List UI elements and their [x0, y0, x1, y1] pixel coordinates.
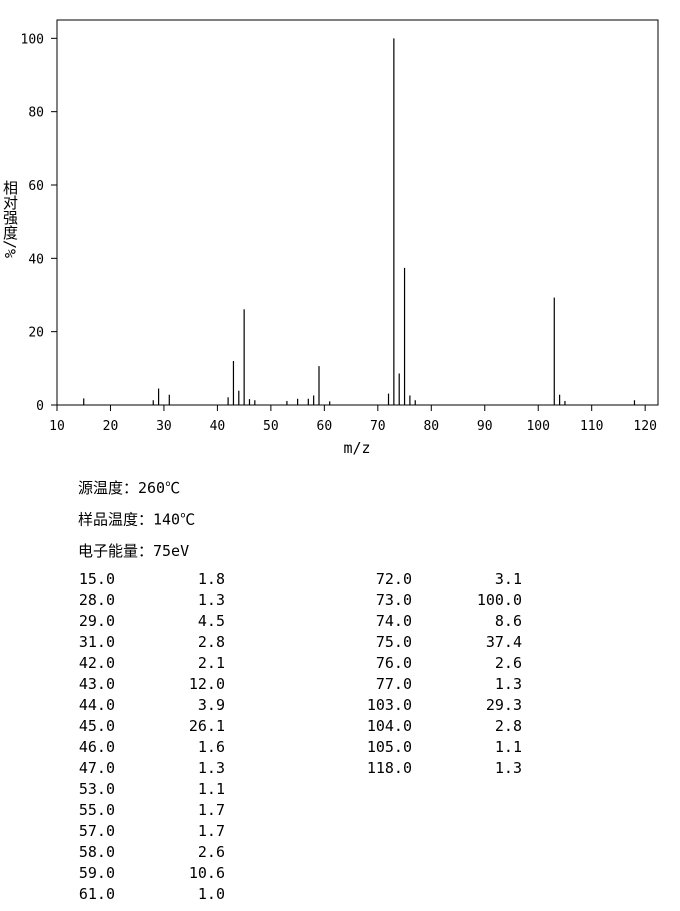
- y-tick-label: 40: [28, 252, 44, 267]
- intensity-cell: 1.8: [198, 570, 225, 588]
- intensity-cell: 2.6: [495, 654, 522, 672]
- mz-cell: 74.0: [376, 612, 412, 630]
- x-tick-label: 30: [156, 419, 172, 434]
- mz-cell: 118.0: [367, 759, 412, 777]
- x-tick-label: 80: [423, 419, 439, 434]
- x-tick-label: 40: [210, 419, 226, 434]
- y-tick-label: 100: [21, 32, 44, 47]
- x-tick-label: 70: [370, 419, 386, 434]
- intensity-cell: 1.3: [198, 759, 225, 777]
- intensity-cell: 1.7: [198, 801, 225, 819]
- intensity-cell: 10.6: [189, 864, 225, 882]
- mz-cell: 59.0: [79, 864, 115, 882]
- intensity-cell: 1.1: [198, 780, 225, 798]
- intensity-cell: 3.1: [495, 570, 522, 588]
- mz-cell: 46.0: [79, 738, 115, 756]
- y-tick-label: 20: [28, 326, 44, 341]
- intensity-cell: 1.3: [495, 759, 522, 777]
- mz-cell: 73.0: [376, 591, 412, 609]
- intensity-cell: 1.3: [495, 675, 522, 693]
- intensity-cell: 3.9: [198, 696, 225, 714]
- info-line: 样品温度：140℃: [78, 511, 195, 529]
- x-tick-label: 60: [317, 419, 333, 434]
- x-tick-label: 110: [580, 419, 603, 434]
- y-tick-label: 80: [28, 106, 44, 121]
- y-tick-label: 60: [28, 179, 44, 194]
- x-tick-label: 10: [49, 419, 65, 434]
- mz-cell: 29.0: [79, 612, 115, 630]
- mz-cell: 55.0: [79, 801, 115, 819]
- x-axis-label: m/z: [343, 439, 370, 457]
- mz-cell: 58.0: [79, 843, 115, 861]
- x-tick-label: 20: [103, 419, 119, 434]
- mz-cell: 42.0: [79, 654, 115, 672]
- intensity-cell: 2.1: [198, 654, 225, 672]
- intensity-cell: 12.0: [189, 675, 225, 693]
- mz-cell: 72.0: [376, 570, 412, 588]
- x-tick-label: 50: [263, 419, 279, 434]
- intensity-cell: 37.4: [486, 633, 522, 651]
- intensity-cell: 26.1: [189, 717, 225, 735]
- y-tick-label: 0: [36, 399, 44, 414]
- y-axis-label: 相对强度/%: [1, 180, 19, 258]
- intensity-cell: 1.3: [198, 591, 225, 609]
- mz-cell: 43.0: [79, 675, 115, 693]
- plot-frame: [56, 19, 659, 406]
- intensity-cell: 2.8: [495, 717, 522, 735]
- intensity-cell: 1.0: [198, 885, 225, 903]
- intensity-cell: 1.6: [198, 738, 225, 756]
- intensity-cell: 1.1: [495, 738, 522, 756]
- mz-cell: 77.0: [376, 675, 412, 693]
- info-line: 源温度：260℃: [78, 479, 180, 497]
- intensity-cell: 2.8: [198, 633, 225, 651]
- mz-cell: 15.0: [79, 570, 115, 588]
- mz-cell: 105.0: [367, 738, 412, 756]
- info-line: 电子能量：75eV: [78, 542, 189, 560]
- mz-cell: 104.0: [367, 717, 412, 735]
- mz-cell: 75.0: [376, 633, 412, 651]
- mz-cell: 57.0: [79, 822, 115, 840]
- mz-cell: 76.0: [376, 654, 412, 672]
- mz-cell: 28.0: [79, 591, 115, 609]
- x-tick-label: 120: [633, 419, 656, 434]
- intensity-cell: 1.7: [198, 822, 225, 840]
- mz-cell: 61.0: [79, 885, 115, 903]
- intensity-cell: 29.3: [486, 696, 522, 714]
- mz-cell: 103.0: [367, 696, 412, 714]
- mz-cell: 53.0: [79, 780, 115, 798]
- mz-cell: 47.0: [79, 759, 115, 777]
- intensity-cell: 100.0: [477, 591, 522, 609]
- intensity-cell: 2.6: [198, 843, 225, 861]
- mz-cell: 44.0: [79, 696, 115, 714]
- intensity-cell: 8.6: [495, 612, 522, 630]
- x-tick-label: 100: [526, 419, 549, 434]
- mz-cell: 45.0: [79, 717, 115, 735]
- mz-cell: 31.0: [79, 633, 115, 651]
- x-tick-label: 90: [477, 419, 493, 434]
- intensity-cell: 4.5: [198, 612, 225, 630]
